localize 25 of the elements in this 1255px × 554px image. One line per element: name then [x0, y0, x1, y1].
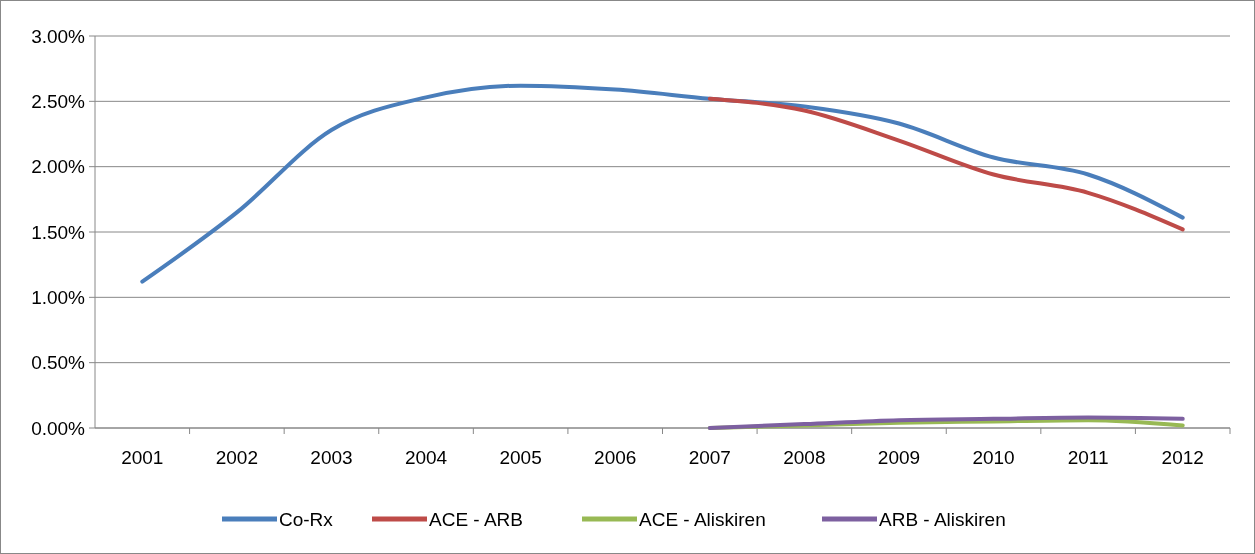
x-tick-label: 2010: [972, 447, 1015, 468]
x-tick-label: 2007: [688, 447, 731, 468]
x-tick-label: 2009: [877, 447, 921, 468]
x-tick-label: 2005: [499, 447, 542, 468]
x-tick-label: 2008: [783, 447, 826, 468]
x-tick-label: 2006: [594, 447, 637, 468]
x-tick-label: 2001: [121, 447, 164, 468]
x-tick-label: 2004: [404, 447, 448, 468]
legend-label: Co-Rx: [279, 508, 334, 530]
legend-label: ARB - Aliskiren: [879, 508, 1006, 530]
legend-label: ACE - Aliskiren: [639, 508, 766, 530]
y-tick-label: 0.50%: [31, 352, 86, 374]
line-series: [140, 83, 1185, 284]
y-tick-label: 1.50%: [31, 221, 86, 243]
y-tick-label: 2.00%: [31, 156, 86, 178]
y-tick-label: 0.00%: [31, 417, 86, 439]
y-tick-label: 2.50%: [31, 90, 86, 112]
x-tick-label: 2003: [310, 447, 353, 468]
line-series: [707, 96, 1185, 232]
x-tick-label: 2002: [215, 447, 259, 468]
x-tick-label: 2011: [1067, 447, 1109, 468]
legend-label: ACE - ARB: [429, 508, 523, 530]
y-tick-label: 1.00%: [31, 286, 86, 308]
x-tick-label: 2012: [1161, 447, 1204, 468]
y-tick-label: 3.00%: [31, 25, 86, 47]
